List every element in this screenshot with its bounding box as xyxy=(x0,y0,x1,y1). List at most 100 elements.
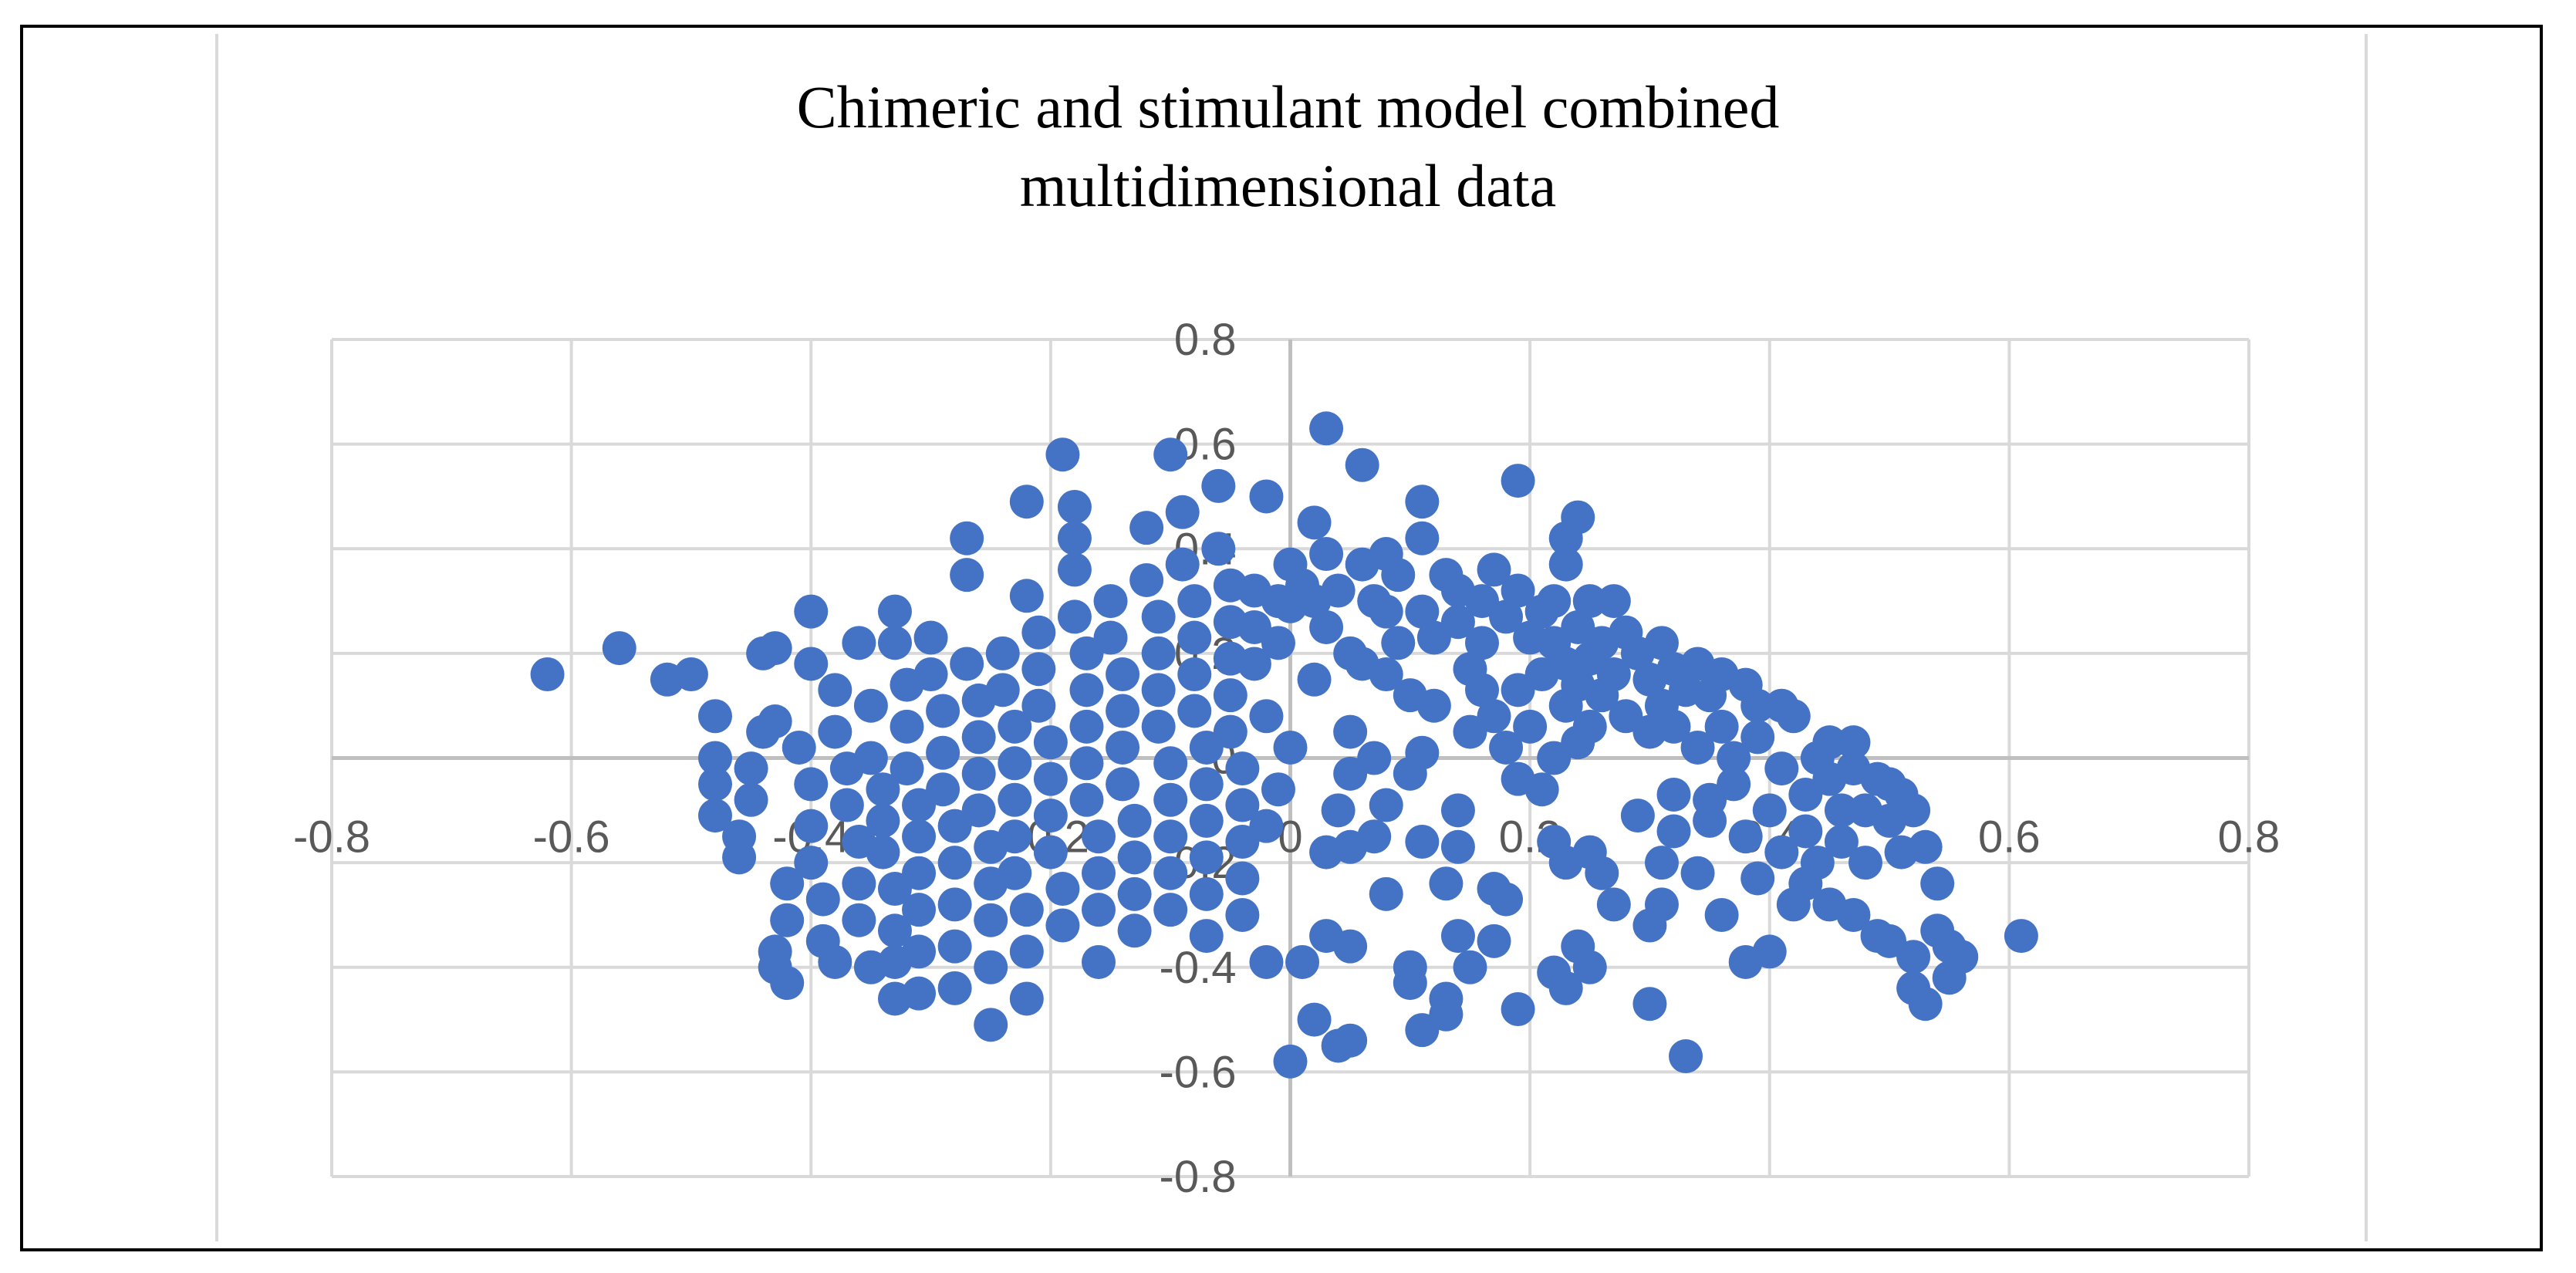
data-point xyxy=(1297,1002,1332,1037)
data-point xyxy=(1249,944,1284,979)
data-point xyxy=(770,866,805,901)
data-point xyxy=(890,709,924,744)
data-point xyxy=(961,720,996,755)
data-point xyxy=(1369,788,1403,822)
data-point xyxy=(1153,893,1188,927)
data-point xyxy=(1093,620,1128,655)
data-point xyxy=(1440,793,1475,828)
data-point xyxy=(926,735,961,770)
data-point xyxy=(1489,882,1524,917)
data-point xyxy=(1477,552,1511,587)
data-point xyxy=(1009,981,1044,1016)
y-tick-label: 0.8 xyxy=(1174,315,1237,365)
data-point xyxy=(794,846,829,880)
data-point xyxy=(853,741,888,775)
data-point xyxy=(1069,782,1104,817)
data-point xyxy=(1788,814,1823,849)
data-point xyxy=(985,673,1020,707)
data-point xyxy=(1153,819,1188,854)
data-point xyxy=(1453,714,1487,749)
data-point xyxy=(1752,934,1787,969)
data-point xyxy=(698,767,732,802)
data-point xyxy=(1141,599,1176,634)
data-point xyxy=(734,751,768,786)
data-point xyxy=(1177,657,1212,691)
data-point xyxy=(1069,709,1104,744)
data-point xyxy=(902,788,937,822)
chart-title: Chimeric and stimulant model combined mu… xyxy=(0,68,2576,225)
data-point xyxy=(1249,479,1284,514)
data-point xyxy=(1082,856,1116,890)
data-point xyxy=(1596,584,1631,619)
data-point xyxy=(950,558,984,593)
data-point xyxy=(1045,872,1080,907)
data-point xyxy=(1381,626,1416,660)
data-point xyxy=(1572,584,1607,619)
data-point xyxy=(1632,987,1667,1021)
data-point xyxy=(1321,573,1356,608)
data-point xyxy=(1177,620,1212,655)
chart-area xyxy=(215,34,2368,1241)
data-point xyxy=(1117,913,1152,948)
data-point xyxy=(1704,897,1739,932)
data-point xyxy=(1129,511,1164,545)
data-point xyxy=(1057,490,1092,524)
data-point xyxy=(698,699,732,734)
data-point xyxy=(1440,605,1475,640)
data-point xyxy=(1680,730,1715,765)
data-point xyxy=(1848,846,1882,880)
data-point xyxy=(1189,803,1224,838)
data-point xyxy=(1537,584,1572,619)
data-point xyxy=(1440,919,1475,954)
data-point xyxy=(1405,735,1440,770)
data-point xyxy=(805,882,840,917)
data-point xyxy=(1213,714,1247,749)
data-point xyxy=(890,751,924,786)
data-point xyxy=(1596,887,1631,922)
x-tick-label: 0.8 xyxy=(2218,812,2281,863)
data-point xyxy=(1489,599,1524,634)
data-point xyxy=(1033,799,1068,833)
data-point xyxy=(1141,636,1176,670)
data-point xyxy=(1082,944,1116,979)
y-tick-label: -0.8 xyxy=(1160,1152,1237,1202)
data-point xyxy=(818,714,852,749)
data-point xyxy=(1153,437,1188,472)
data-point xyxy=(1596,657,1631,691)
data-point xyxy=(530,657,565,691)
data-point xyxy=(998,856,1032,890)
data-point xyxy=(1908,829,1943,864)
data-point xyxy=(1237,647,1271,681)
data-point xyxy=(1249,699,1284,734)
data-point xyxy=(1501,573,1535,608)
data-point xyxy=(1069,673,1104,707)
data-point xyxy=(1261,772,1295,807)
data-point xyxy=(998,819,1032,854)
data-point xyxy=(1213,678,1247,713)
data-point xyxy=(1788,777,1823,812)
data-point xyxy=(1585,856,1619,890)
data-point xyxy=(1369,657,1403,691)
data-point xyxy=(1057,552,1092,587)
data-point xyxy=(722,840,757,875)
data-point xyxy=(866,772,900,807)
data-point xyxy=(818,673,852,707)
data-point xyxy=(1021,688,1056,723)
data-point xyxy=(829,788,864,822)
data-point xyxy=(1153,746,1188,781)
data-point xyxy=(1177,694,1212,728)
data-point xyxy=(937,887,972,922)
data-point xyxy=(1117,840,1152,875)
data-point xyxy=(1106,694,1140,728)
data-point xyxy=(1824,793,1859,828)
data-point xyxy=(1896,940,1931,974)
data-point xyxy=(1740,861,1775,896)
data-point xyxy=(1704,709,1739,744)
data-point xyxy=(1057,599,1092,634)
data-point xyxy=(998,782,1032,817)
data-point xyxy=(1405,1013,1440,1048)
chart-title-line-2: multidimensional data xyxy=(1019,152,1557,219)
data-point xyxy=(1489,730,1524,765)
data-point xyxy=(1045,437,1080,472)
data-point xyxy=(1021,652,1056,687)
